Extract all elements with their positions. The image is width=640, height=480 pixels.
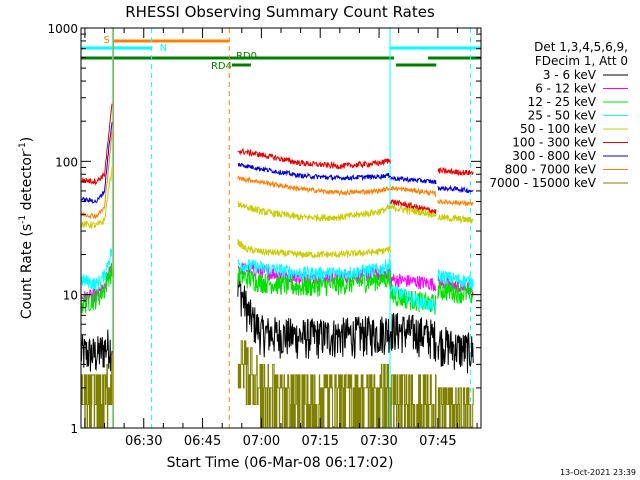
legend-label: 12 - 25 keV — [528, 95, 597, 109]
y-axis-label-sup1: -1 — [18, 215, 28, 224]
x-tick-label: 06:30 — [125, 434, 162, 449]
series-line — [390, 313, 437, 362]
flag-label: S — [104, 35, 110, 46]
y-tick-label: 1 — [70, 422, 78, 436]
series-line — [390, 198, 437, 214]
legend-label: 3 - 6 keV — [543, 68, 597, 82]
legend-label: 7000 - 15000 keV — [489, 176, 596, 190]
x-tick-label: 07:00 — [243, 434, 280, 449]
flag-label: RD4 — [211, 61, 232, 72]
series-line — [390, 374, 437, 428]
x-tick-label: 07:30 — [360, 434, 397, 449]
series-line — [237, 200, 392, 223]
series-line — [390, 284, 437, 313]
series-line — [390, 185, 437, 198]
y-tick-label: 100 — [55, 155, 78, 169]
y-axis-label-main: Count Rate (s — [19, 224, 35, 319]
series-layer — [81, 103, 474, 428]
series-line — [390, 273, 437, 293]
legend-label: 100 - 300 keV — [512, 136, 596, 150]
series-line — [437, 278, 474, 304]
plot-frame — [80, 27, 482, 429]
y-tick-label: 1000 — [47, 22, 78, 36]
series-line — [437, 166, 474, 177]
y-axis-label-end: ) — [19, 137, 35, 142]
series-line — [237, 147, 391, 170]
series-line — [390, 175, 437, 185]
series-line — [437, 275, 474, 295]
chart-title: RHESSI Observing Summary Count Rates — [125, 3, 435, 21]
legend-label: 25 - 50 keV — [528, 109, 597, 123]
legend-label: 800 - 7000 keV — [505, 163, 597, 177]
series-line — [437, 387, 474, 428]
series-line — [437, 199, 474, 207]
legend-label: 50 - 100 keV — [520, 122, 597, 136]
series-line — [437, 269, 474, 291]
series-line — [81, 248, 113, 291]
series-line — [81, 122, 113, 204]
vertical-markers — [111, 28, 471, 428]
y-axis-label-sup2: -1 — [18, 142, 28, 151]
x-tick-label: 06:45 — [184, 434, 221, 449]
series-line — [437, 214, 474, 225]
series-line — [81, 355, 113, 428]
x-tick-label: 07:15 — [301, 434, 338, 449]
series-line — [237, 238, 392, 259]
y-axis: 1 10 100 1000 — [47, 22, 481, 436]
legend: Det 1,3,4,5,6,9, FDecim 1, Att 0 3 - 6 k… — [489, 40, 628, 190]
flags-layer: S N RD0 RD4 — [81, 35, 481, 72]
series-line — [237, 340, 392, 428]
series-line — [81, 103, 113, 186]
series-line — [237, 175, 391, 197]
x-tick-label: 07:45 — [419, 434, 456, 449]
series-line — [237, 274, 392, 359]
timestamp: 13-Oct-2021 23:39 — [560, 468, 636, 477]
y-axis-label: Count Rate (s-1 detector-1) — [18, 137, 35, 319]
flag-label: N — [160, 43, 167, 54]
series-line — [81, 166, 113, 229]
x-axis: 06:30 06:45 07:00 07:15 07:30 07:45 — [84, 28, 478, 449]
y-tick-label: 10 — [63, 289, 78, 303]
series-line — [237, 258, 392, 281]
legend-label: 300 - 800 keV — [512, 149, 596, 163]
flag-label: RD0 — [236, 51, 257, 62]
series-line — [81, 131, 113, 220]
legend-label: 6 - 12 keV — [535, 82, 597, 96]
series-line — [437, 326, 474, 374]
legend-header-2: FDecim 1, Att 0 — [535, 54, 628, 68]
series-line — [237, 162, 392, 182]
x-axis-label: Start Time (06-Mar-08 06:17:02) — [167, 455, 394, 471]
series-line — [81, 329, 113, 372]
legend-header-1: Det 1,3,4,5,6,9, — [534, 40, 628, 54]
series-line — [237, 267, 392, 297]
y-axis-label-mid: detector — [19, 151, 35, 215]
series-line — [437, 184, 474, 194]
series-line — [390, 203, 437, 219]
series-line — [81, 262, 113, 314]
